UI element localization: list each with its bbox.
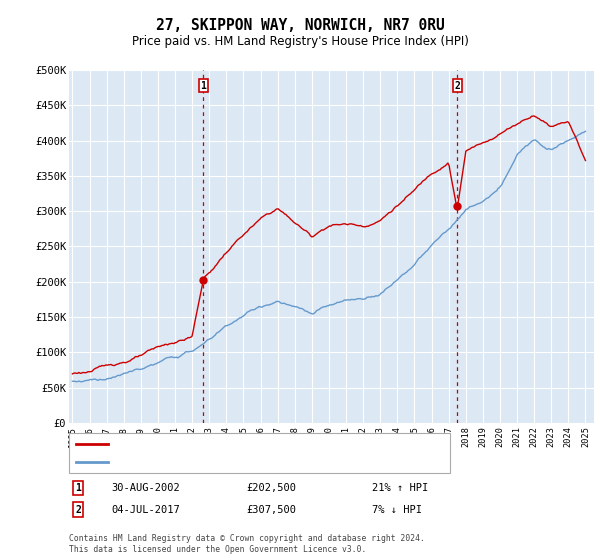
Text: 27, SKIPPON WAY, NORWICH, NR7 0RU: 27, SKIPPON WAY, NORWICH, NR7 0RU [155, 18, 445, 32]
Text: £307,500: £307,500 [246, 505, 296, 515]
Text: HPI: Average price, detached house, Broadland: HPI: Average price, detached house, Broa… [114, 458, 379, 467]
Text: 2: 2 [75, 505, 81, 515]
Text: 1: 1 [200, 81, 206, 91]
Text: 2: 2 [454, 81, 460, 91]
Text: 27, SKIPPON WAY, NORWICH, NR7 0RU (detached house): 27, SKIPPON WAY, NORWICH, NR7 0RU (detac… [114, 439, 408, 449]
Text: 1: 1 [75, 483, 81, 493]
Text: 30-AUG-2002: 30-AUG-2002 [111, 483, 180, 493]
Text: This data is licensed under the Open Government Licence v3.0.: This data is licensed under the Open Gov… [69, 545, 367, 554]
Text: Price paid vs. HM Land Registry's House Price Index (HPI): Price paid vs. HM Land Registry's House … [131, 35, 469, 49]
Text: Contains HM Land Registry data © Crown copyright and database right 2024.: Contains HM Land Registry data © Crown c… [69, 534, 425, 543]
Text: 21% ↑ HPI: 21% ↑ HPI [372, 483, 428, 493]
Text: 04-JUL-2017: 04-JUL-2017 [111, 505, 180, 515]
Text: 7% ↓ HPI: 7% ↓ HPI [372, 505, 422, 515]
Text: £202,500: £202,500 [246, 483, 296, 493]
